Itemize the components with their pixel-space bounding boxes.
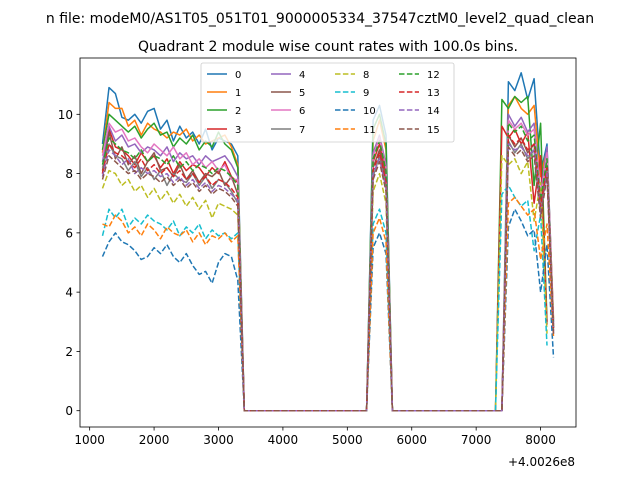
legend-item-10: 10 bbox=[335, 106, 376, 117]
x-tick-label: 3000 bbox=[203, 433, 234, 447]
y-tick-label: 2 bbox=[65, 345, 73, 359]
y-tick-label: 6 bbox=[65, 226, 73, 240]
legend-label: 0 bbox=[235, 70, 241, 81]
series-lines bbox=[101, 72, 555, 412]
axes-frame bbox=[79, 57, 577, 428]
x-tick-label: 2000 bbox=[139, 433, 170, 447]
legend-item-3: 3 bbox=[207, 125, 241, 136]
x-axis-offset-label: +4.0026e8 bbox=[508, 455, 575, 469]
legend-label: 10 bbox=[363, 106, 376, 117]
legend-label: 5 bbox=[299, 88, 305, 99]
legend-item-4: 4 bbox=[271, 70, 305, 81]
legend-item-6: 6 bbox=[271, 106, 305, 117]
y-tick-label: 10 bbox=[58, 108, 73, 122]
x-tick-label: 8000 bbox=[525, 433, 556, 447]
legend-item-13: 13 bbox=[399, 88, 440, 99]
legend-label: 2 bbox=[235, 106, 241, 117]
legend-item-15: 15 bbox=[399, 125, 440, 136]
x-tick-label: 7000 bbox=[461, 433, 492, 447]
legend-item-1: 1 bbox=[207, 88, 241, 99]
series-line-15 bbox=[101, 146, 555, 412]
legend-label: 14 bbox=[427, 106, 440, 117]
legend-label: 6 bbox=[299, 106, 305, 117]
legend-label: 15 bbox=[427, 125, 440, 136]
figure-suptitle: n file: modeM0/AS1T05_051T01_9000005334_… bbox=[46, 11, 594, 27]
legend-item-7: 7 bbox=[271, 125, 305, 136]
y-tick-label: 8 bbox=[65, 167, 73, 181]
legend-item-12: 12 bbox=[399, 70, 440, 81]
legend-label: 7 bbox=[299, 125, 305, 136]
x-tick-label: 6000 bbox=[396, 433, 427, 447]
legend-label: 8 bbox=[363, 70, 369, 81]
legend-item-14: 14 bbox=[399, 106, 440, 117]
legend-item-5: 5 bbox=[271, 88, 305, 99]
legend-item-9: 9 bbox=[335, 88, 369, 99]
legend-item-11: 11 bbox=[335, 125, 376, 136]
legend-label: 13 bbox=[427, 88, 440, 99]
legend-label: 9 bbox=[363, 88, 369, 99]
x-tick-label: 1000 bbox=[74, 433, 105, 447]
chart-title: Quadrant 2 module wise count rates with … bbox=[138, 39, 518, 55]
y-tick-label: 0 bbox=[65, 404, 73, 418]
legend-item-2: 2 bbox=[207, 106, 241, 117]
legend-item-0: 0 bbox=[207, 70, 241, 81]
legend-label: 4 bbox=[299, 70, 305, 81]
x-tick-label: 4000 bbox=[268, 433, 299, 447]
legend-label: 1 bbox=[235, 88, 241, 99]
legend-label: 11 bbox=[363, 125, 376, 136]
plot-area bbox=[101, 72, 555, 412]
x-tick-label: 5000 bbox=[332, 433, 363, 447]
legend-item-8: 8 bbox=[335, 70, 369, 81]
legend-label: 3 bbox=[235, 125, 241, 136]
series-line-14 bbox=[101, 143, 555, 412]
legend-box bbox=[200, 62, 455, 143]
y-tick-label: 4 bbox=[65, 286, 73, 300]
legend-label: 12 bbox=[427, 70, 440, 81]
